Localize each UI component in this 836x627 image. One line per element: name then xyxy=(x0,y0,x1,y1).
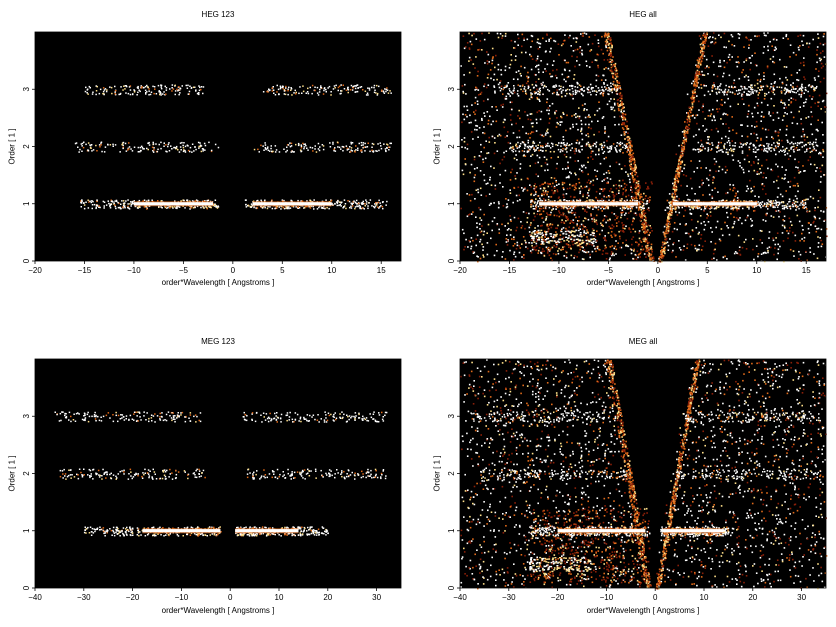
y-tick-label: 2 xyxy=(447,144,456,149)
x-tick-label: −40 xyxy=(28,593,42,602)
y-tick-label: 0 xyxy=(22,585,31,590)
y-tick-label: 0 xyxy=(447,585,456,590)
panel-heg-123: HEG 123 Order [ 1 ] order*Wavelength [ A… xyxy=(0,0,418,313)
plot-frame xyxy=(34,358,402,589)
heatmap-pixels xyxy=(460,359,828,590)
x-axis-label: order*Wavelength [ Angstroms ] xyxy=(586,278,700,287)
x-tick-label: 5 xyxy=(280,266,285,275)
x-tick-label: −10 xyxy=(175,593,189,602)
band-core xyxy=(557,529,646,533)
chart-title: HEG all xyxy=(629,10,657,19)
chart-title: MEG 123 xyxy=(201,337,235,346)
x-tick-label: −20 xyxy=(126,593,140,602)
x-tick-label: 0 xyxy=(231,266,236,275)
y-tick-label: 3 xyxy=(22,86,31,91)
band-core xyxy=(252,202,332,206)
band-core xyxy=(142,529,221,533)
x-tick-label: −20 xyxy=(28,266,42,275)
y-tick-label: 0 xyxy=(447,258,456,263)
x-tick-label: 0 xyxy=(656,266,661,275)
heatmap-pixels xyxy=(74,84,392,210)
x-tick-label: −30 xyxy=(502,593,516,602)
x-tick-label: 30 xyxy=(797,593,806,602)
y-tick-label: 2 xyxy=(22,471,31,476)
panel-meg-all: MEG all Order [ 1 ] order*Wavelength [ A… xyxy=(418,330,836,627)
x-tick-label: 20 xyxy=(748,593,757,602)
x-tick-label: 20 xyxy=(323,593,332,602)
x-tick-label: 15 xyxy=(377,266,386,275)
x-tick-label: −40 xyxy=(453,593,467,602)
x-axis-label: order*Wavelength [ Angstroms ] xyxy=(161,278,275,287)
x-tick-label: 0 xyxy=(653,593,658,602)
band-core xyxy=(133,202,213,206)
plot-frame xyxy=(459,358,827,589)
x-tick-label: 0 xyxy=(228,593,233,602)
band-core xyxy=(539,202,638,206)
x-tick-label: −10 xyxy=(127,266,141,275)
chart-title: MEG all xyxy=(628,337,658,346)
x-tick-label: −5 xyxy=(604,266,614,275)
band-core xyxy=(235,529,299,533)
y-tick-label: 3 xyxy=(447,86,456,91)
band-core xyxy=(662,529,724,533)
x-tick-label: 10 xyxy=(752,266,761,275)
x-tick-label: −10 xyxy=(600,593,614,602)
y-tick-label: 0 xyxy=(22,258,31,263)
band-core xyxy=(672,202,757,206)
heatmap-pixels xyxy=(54,411,388,537)
x-tick-label: −5 xyxy=(179,266,189,275)
y-tick-label: 1 xyxy=(22,528,31,533)
x-tick-label: 5 xyxy=(705,266,710,275)
y-tick-label: 1 xyxy=(447,201,456,206)
x-tick-label: −10 xyxy=(552,266,566,275)
y-tick-label: 2 xyxy=(22,144,31,149)
y-tick-label: 1 xyxy=(22,201,31,206)
x-axis-label: order*Wavelength [ Angstroms ] xyxy=(161,606,275,615)
x-tick-label: −20 xyxy=(453,266,467,275)
plot-area xyxy=(460,359,826,588)
x-tick-label: −15 xyxy=(78,266,92,275)
chart-title: HEG 123 xyxy=(201,10,235,19)
x-tick-label: 10 xyxy=(327,266,336,275)
x-tick-label: −30 xyxy=(77,593,91,602)
heatmap-pixels xyxy=(460,32,828,263)
y-tick-label: 1 xyxy=(447,528,456,533)
x-tick-label: 30 xyxy=(372,593,381,602)
plot-frame xyxy=(459,31,827,262)
y-tick-label: 3 xyxy=(22,413,31,418)
plot-frame xyxy=(34,31,402,262)
x-tick-label: −20 xyxy=(551,593,565,602)
x-axis-label: order*Wavelength [ Angstroms ] xyxy=(586,606,700,615)
x-tick-label: −15 xyxy=(503,266,517,275)
x-tick-label: 10 xyxy=(275,593,284,602)
x-tick-label: 15 xyxy=(802,266,811,275)
plot-area xyxy=(35,32,401,261)
x-tick-label: 10 xyxy=(700,593,709,602)
y-tick-label: 3 xyxy=(447,413,456,418)
y-tick-label: 2 xyxy=(447,471,456,476)
